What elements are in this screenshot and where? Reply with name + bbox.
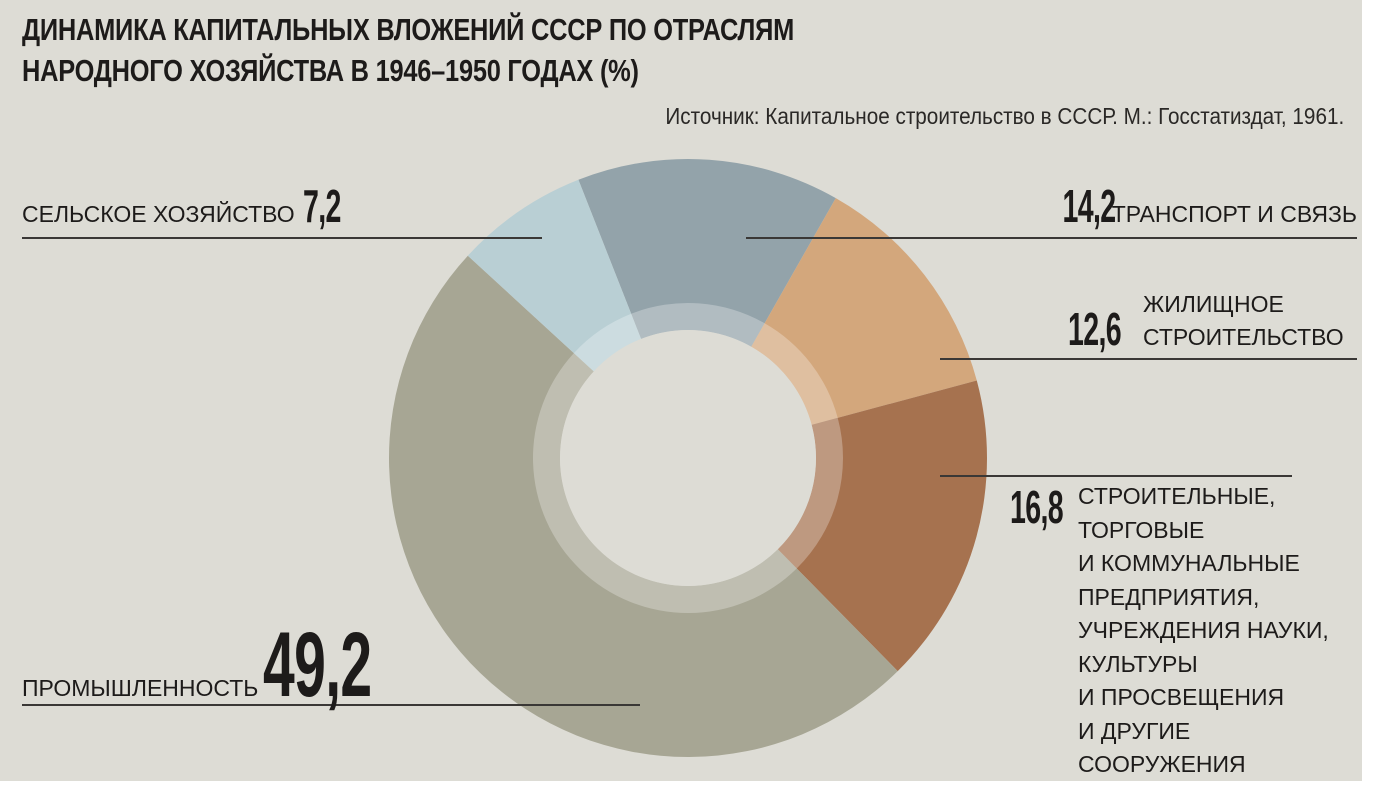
leader-line-transport bbox=[746, 237, 1357, 239]
slice-label-line: СООРУЖЕНИЯ bbox=[1078, 751, 1246, 777]
leader-line-agriculture bbox=[22, 237, 542, 239]
slice-label-line: И ДРУГИЕ bbox=[1078, 717, 1191, 744]
donut-inner-ring bbox=[573, 313, 642, 372]
slice-value: 12,6 bbox=[1068, 303, 1122, 355]
slice-value: 14,2 bbox=[1062, 180, 1116, 232]
donut-inner-ring bbox=[533, 353, 797, 613]
chart-title-line-1: ДИНАМИКА КАПИТАЛЬНЫХ ВЛОЖЕНИЙ СССР ПО ОТ… bbox=[22, 12, 795, 47]
slice-label-line: КУЛЬТУРЫ bbox=[1078, 650, 1198, 677]
label-agriculture: СЕЛЬСКОЕ ХОЗЯЙСТВО 7,2 bbox=[22, 180, 364, 232]
donut-chart bbox=[388, 159, 988, 758]
label-transport: 14,2 ТРАНСПОРТ И СВЯЗЬ bbox=[1030, 180, 1357, 232]
donut-inner-ring bbox=[777, 417, 843, 569]
label-industry: ПРОМЫШЛЕННОСТЬ 49,2 bbox=[22, 614, 438, 733]
donut-inner-ring bbox=[751, 323, 838, 425]
donut-slice bbox=[578, 159, 836, 347]
slice-value: 49,2 bbox=[262, 614, 372, 716]
slice-label-line: СТРОИТЕЛЬНЫЕ, bbox=[1078, 483, 1276, 509]
slice-label-line: ЖИЛИЩНОЕ bbox=[1143, 291, 1284, 317]
slice-label-line: СТРОИТЕЛЬСТВО bbox=[1143, 324, 1344, 350]
leader-line-construction bbox=[940, 475, 1292, 477]
donut-hole bbox=[560, 330, 816, 586]
chart-canvas: ДИНАМИКА КАПИТАЛЬНЫХ ВЛОЖЕНИЙ СССР ПО ОТ… bbox=[0, 0, 1362, 781]
slice-label-line: ТОРГОВЫЕ bbox=[1078, 516, 1205, 543]
slice-label-line: ПРЕДПРИЯТИЯ, bbox=[1078, 583, 1260, 610]
chart-source: Источник: Капитальное строительство в СС… bbox=[665, 103, 1344, 129]
leader-line-housing bbox=[940, 358, 1357, 360]
slice-label-line: И ПРОСВЕЩЕНИЯ bbox=[1078, 684, 1285, 710]
slice-label-line: И КОММУНАЛЬНЫЕ bbox=[1078, 550, 1300, 576]
donut-slice bbox=[751, 198, 977, 425]
leader-line-industry bbox=[22, 704, 640, 706]
slice-label: ПРОМЫШЛЕННОСТЬ bbox=[22, 675, 259, 701]
slice-value: 7,2 bbox=[303, 180, 341, 232]
chart-title-line-2: НАРОДНОГО ХОЗЯЙСТВА В 1946–1950 ГОДАХ (%… bbox=[22, 53, 639, 88]
slice-label-line: УЧРЕЖДЕНИЯ НАУКИ, bbox=[1078, 617, 1329, 643]
donut-inner-ring bbox=[631, 303, 765, 347]
slice-label: ТРАНСПОРТ И СВЯЗЬ bbox=[1111, 201, 1357, 227]
slice-value: 16,8 bbox=[1010, 481, 1064, 533]
donut-slice bbox=[467, 179, 642, 372]
donut-slice bbox=[388, 255, 898, 758]
donut-slice bbox=[777, 380, 988, 672]
slice-label: СЕЛЬСКОЕ ХОЗЯЙСТВО bbox=[22, 201, 295, 227]
